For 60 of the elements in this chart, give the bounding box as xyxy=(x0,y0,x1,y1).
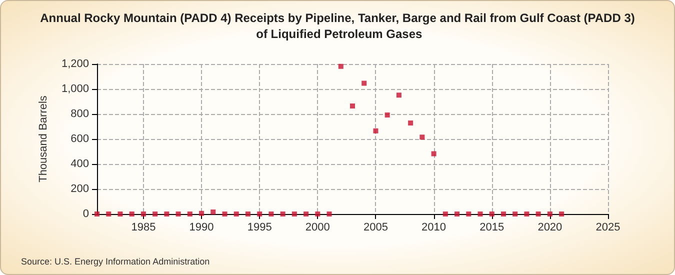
point xyxy=(512,212,518,216)
point xyxy=(280,212,286,216)
chart-title: Annual Rocky Mountain (PADD 4) Receipts by Pipeline, Tanker, Barge and Rail from Gulf Coast (PADD 3) of Liquified Petroleum Gases xyxy=(40,11,635,41)
x-tick-label: 2020 xyxy=(538,222,562,234)
point xyxy=(396,92,402,98)
y-tick-label: 1,200 xyxy=(61,58,89,70)
point xyxy=(500,212,506,216)
point xyxy=(326,212,332,216)
point xyxy=(245,212,250,216)
point xyxy=(559,212,564,216)
y-tick-label: 400 xyxy=(70,158,89,170)
point xyxy=(129,212,134,216)
y-tick-label: 0 xyxy=(82,208,89,220)
point xyxy=(338,64,344,69)
point xyxy=(362,80,367,86)
point xyxy=(420,134,425,140)
point xyxy=(547,212,552,216)
point xyxy=(408,120,414,126)
source-note: Source: U.S. Energy Information Administration xyxy=(21,256,210,266)
point xyxy=(199,210,204,216)
y-tick-label: 1,000 xyxy=(61,83,89,95)
point xyxy=(106,212,112,216)
point xyxy=(94,212,100,216)
point xyxy=(489,212,494,216)
x-tick-label: 1990 xyxy=(189,222,214,234)
x-tick-label: 1985 xyxy=(131,222,156,234)
point xyxy=(268,212,274,216)
point xyxy=(431,151,436,156)
x-tick-label: 1995 xyxy=(247,222,272,234)
point xyxy=(350,104,355,108)
point xyxy=(373,128,378,134)
point xyxy=(140,212,146,216)
point xyxy=(315,212,320,216)
point xyxy=(234,212,239,216)
x-tick-label: 2025 xyxy=(596,222,620,234)
point xyxy=(536,212,541,216)
point xyxy=(210,210,216,214)
point xyxy=(384,112,390,118)
y-tick-label: 200 xyxy=(70,183,89,195)
point xyxy=(118,212,123,216)
point xyxy=(176,212,181,216)
y-axis-title: Thousand Barrels xyxy=(38,95,50,182)
point xyxy=(152,212,158,216)
x-tick-label: 2000 xyxy=(305,222,330,234)
point xyxy=(292,212,297,216)
point xyxy=(442,212,448,216)
y-tick-label: 800 xyxy=(70,108,89,120)
point xyxy=(304,212,309,216)
point xyxy=(524,212,530,216)
x-tick-label: 2015 xyxy=(480,222,504,234)
x-tick-label: 2005 xyxy=(363,222,388,234)
y-tick-label: 600 xyxy=(70,133,89,145)
point xyxy=(164,212,170,216)
point xyxy=(257,212,262,216)
point xyxy=(222,212,228,216)
point xyxy=(466,212,472,216)
point xyxy=(454,212,460,216)
x-tick-label: 2010 xyxy=(422,222,446,234)
point xyxy=(187,212,192,216)
point xyxy=(478,212,483,216)
